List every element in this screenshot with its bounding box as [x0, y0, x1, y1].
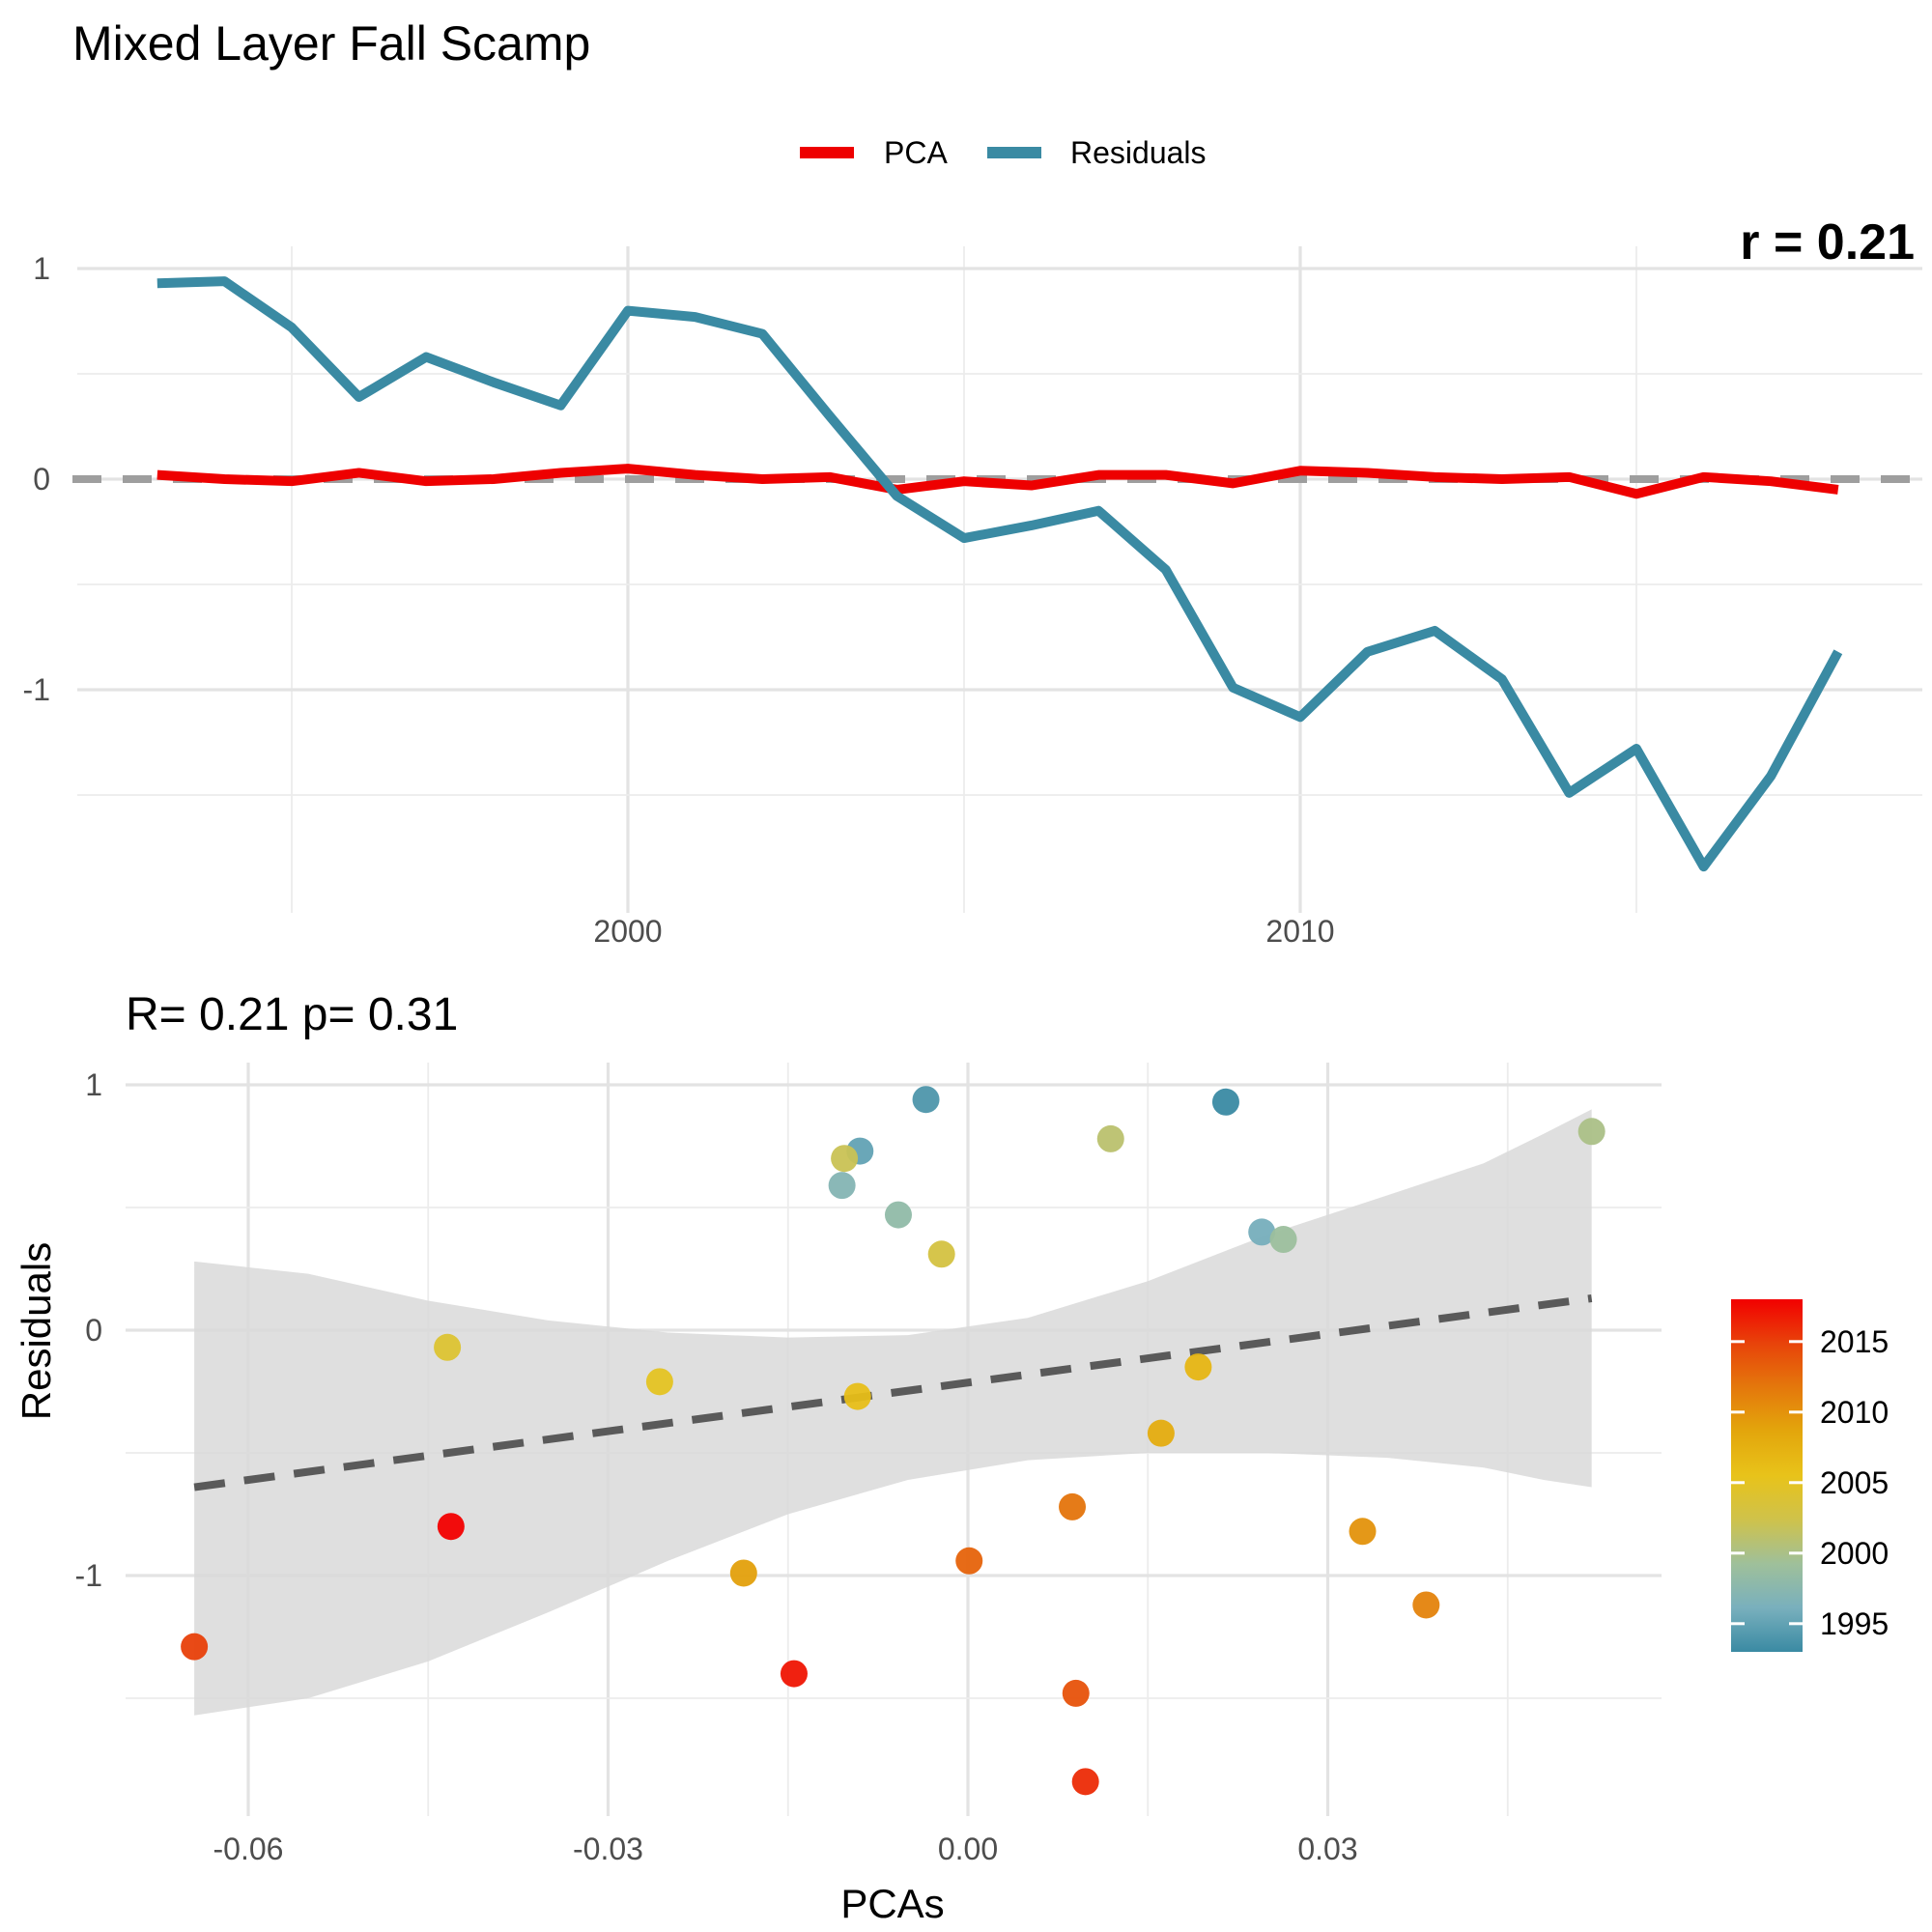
- scatter-point-2006: [843, 1382, 871, 1410]
- series-line-residuals: [156, 276, 1843, 872]
- y-tick-label: 0: [33, 462, 50, 497]
- colorbar-label: 2000: [1820, 1536, 1889, 1571]
- year-colorbar: 2015 2010 2005 2000 1995: [1731, 1299, 1889, 1652]
- scatter-point-2009: [729, 1559, 757, 1587]
- regression-fit-line: [193, 1294, 1593, 1492]
- x-tick-label: 2000: [593, 914, 662, 949]
- scatter-point-1996: [1248, 1218, 1276, 1246]
- colorbar-label: 1995: [1820, 1606, 1889, 1641]
- scatter-point-2008: [1147, 1419, 1175, 1447]
- scatter-point-2011: [1412, 1591, 1440, 1619]
- y-axis-title: Residuals: [14, 1242, 59, 1420]
- colorbar-gradient: [1731, 1299, 1803, 1652]
- timeseries-ticks: 2000 2010 1 0 -1: [23, 251, 1335, 949]
- confidence-band-area: [194, 1109, 1592, 1716]
- scatter-point-1999: [1269, 1226, 1297, 1254]
- x-axis-title: PCAs: [840, 1881, 944, 1926]
- x-tick-label: 0.00: [938, 1832, 998, 1866]
- scatter-point-2007: [1184, 1353, 1212, 1381]
- y-tick-label: -1: [23, 672, 50, 707]
- scatter-point-2003: [927, 1240, 955, 1268]
- y-tick-label: 1: [33, 251, 50, 286]
- scatter-point-2012: [1059, 1492, 1087, 1520]
- x-tick-label: 2010: [1265, 914, 1334, 949]
- scatter-point-2013: [955, 1547, 983, 1575]
- scatter-point-1993: [1211, 1088, 1239, 1116]
- scatter-point-1997: [828, 1172, 856, 1200]
- series-line-pca: [156, 464, 1839, 499]
- x-tick-label: -0.06: [213, 1832, 284, 1866]
- legend-label-pca: PCA: [884, 135, 948, 170]
- scatter-point-2014: [1062, 1679, 1090, 1707]
- x-tick-label: 0.03: [1297, 1832, 1357, 1866]
- legend-label-residuals: Residuals: [1070, 135, 1207, 170]
- colorbar-label: 2005: [1820, 1465, 1889, 1500]
- scatter-point-2001: [1096, 1124, 1124, 1152]
- timeseries-panel: 2000 2010 1 0 -1 r = 0.21: [23, 214, 1922, 949]
- y-tick-label: -1: [75, 1558, 102, 1593]
- scatter-panel: R= 0.21 p= 0.31 -0.06 -0.03 0.00 0.03 1 0 -1 P…: [14, 989, 1889, 1926]
- scatter-point-1994: [912, 1086, 940, 1114]
- scatter-point-1998: [884, 1201, 912, 1229]
- y-tick-label: 0: [85, 1313, 102, 1348]
- colorbar-label: 2015: [1820, 1324, 1889, 1359]
- colorbar-label: 2010: [1820, 1395, 1889, 1430]
- scatter-point-2010: [1349, 1518, 1377, 1546]
- scatter-title: R= 0.21 p= 0.31: [126, 989, 458, 1040]
- timeseries-grid: [77, 246, 1922, 913]
- scatter-point-2017: [780, 1660, 808, 1688]
- line-legend: PCA Residuals: [800, 135, 1207, 170]
- scatter-point-2005: [645, 1368, 673, 1396]
- scatter-points: [181, 1086, 1605, 1796]
- scatter-point-2016: [1071, 1768, 1099, 1796]
- y-tick-label: 1: [85, 1067, 102, 1102]
- scatter-ticks: -0.06 -0.03 0.00 0.03 1 0 -1: [75, 1067, 1358, 1866]
- figure-title: Mixed Layer Fall Scamp: [72, 16, 590, 71]
- confidence-band: [194, 1109, 1592, 1716]
- scatter-point-2018: [437, 1513, 465, 1541]
- regression-line: [193, 1294, 1593, 1492]
- scatter-point-2015: [181, 1633, 209, 1661]
- scatter-point-2000: [1577, 1118, 1605, 1146]
- timeseries-lines: [156, 276, 1843, 872]
- scatter-point-2002: [831, 1145, 859, 1173]
- corner-annotation: r = 0.21: [1740, 214, 1915, 270]
- scatter-point-2004: [434, 1333, 462, 1361]
- x-tick-label: -0.03: [573, 1832, 643, 1866]
